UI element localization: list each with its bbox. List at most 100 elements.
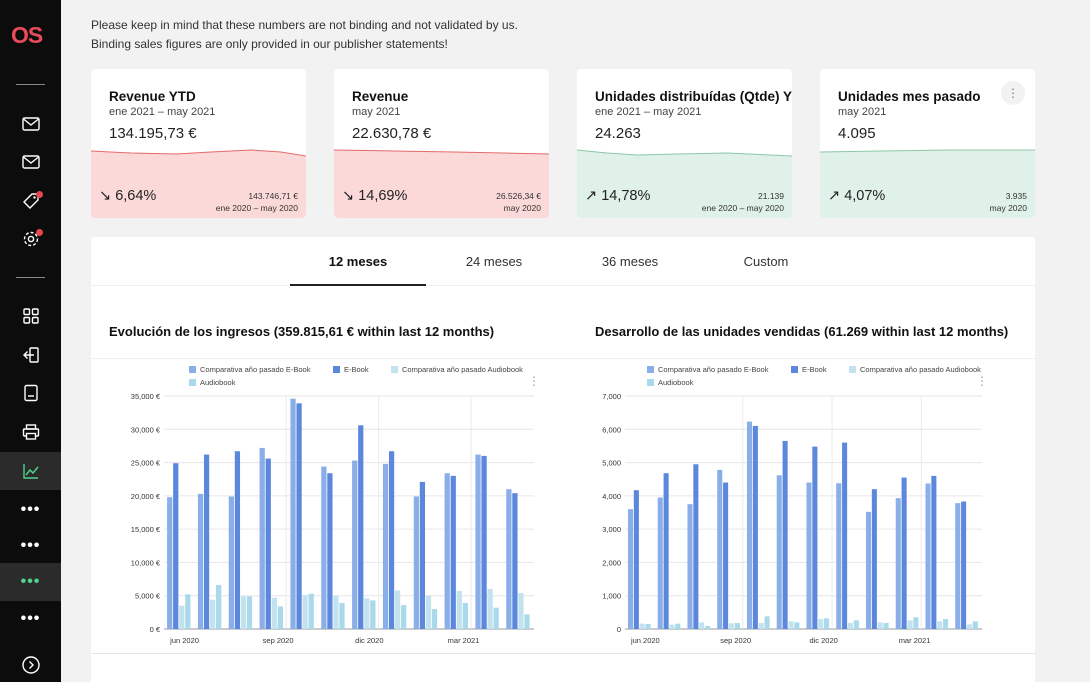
bar[interactable] [937,621,943,629]
bar[interactable] [302,595,308,629]
legend-label[interactable]: Comparativa año pasado Audiobook [860,365,981,374]
bar[interactable] [717,469,723,629]
bar[interactable] [370,600,376,629]
bar[interactable] [943,619,949,629]
bar[interactable] [669,624,675,629]
bar[interactable] [693,464,699,629]
bar[interactable] [961,501,967,629]
bar[interactable] [645,624,651,629]
bar[interactable] [847,623,853,629]
bar[interactable] [824,618,830,629]
bar[interactable] [216,585,222,629]
bar[interactable] [203,454,210,629]
tab-custom[interactable]: Custom [743,254,789,269]
kpi-card-revenue[interactable]: Revenue may 2021 22.630,78 € ↘ 14,69% 26… [334,69,549,218]
bar[interactable] [758,623,764,629]
chart-menu-icon[interactable]: ⋮ [976,374,988,388]
bar[interactable] [657,497,663,629]
bar[interactable] [308,593,314,629]
sidebar-item-import[interactable] [0,336,61,374]
sidebar-item-dashboard[interactable] [0,297,61,335]
bar[interactable] [901,477,907,629]
bar[interactable] [290,398,296,629]
legend-label[interactable]: Audiobook [658,378,694,387]
bar[interactable] [639,623,645,629]
bar[interactable] [752,425,758,629]
bar[interactable] [728,623,734,629]
tab-36-months[interactable]: 36 meses [601,254,659,269]
bar[interactable] [842,442,848,629]
sidebar-expand-button[interactable] [0,646,61,682]
bar[interactable] [456,591,462,629]
bar[interactable] [259,447,265,629]
bar[interactable] [327,473,333,629]
bar[interactable] [776,475,782,629]
bar[interactable] [687,504,693,629]
bar[interactable] [782,440,788,629]
bar[interactable] [699,622,705,629]
bar[interactable] [812,446,818,629]
logo[interactable]: OS [11,22,43,48]
bar[interactable] [663,473,669,629]
bar[interactable] [352,460,358,629]
chart-menu-icon[interactable]: ⋮ [528,374,540,388]
bar[interactable] [913,617,919,629]
bar[interactable] [972,621,978,629]
bar[interactable] [627,509,634,629]
bar[interactable] [197,493,204,629]
bar[interactable] [246,596,253,629]
bar[interactable] [818,619,824,629]
bar[interactable] [296,403,302,629]
bar[interactable] [836,483,842,629]
bar[interactable] [234,451,241,629]
bar[interactable] [173,463,179,629]
bar[interactable] [364,598,370,629]
sidebar-item-settings[interactable] [0,220,61,258]
bar[interactable] [358,425,364,629]
bar[interactable] [228,496,234,629]
bar[interactable] [883,623,889,629]
bar[interactable] [388,451,395,629]
sidebar-item-print[interactable] [0,413,61,451]
bar[interactable] [413,496,419,629]
bar[interactable] [512,493,518,629]
kpi-card-units-last-month[interactable]: Unidades mes pasado may 2021 4.095 ⋮ ↗ 4… [820,69,1035,218]
legend-label[interactable]: Comparativa año pasado Audiobook [402,365,523,374]
bar[interactable] [966,624,972,629]
bar[interactable] [764,616,770,629]
sidebar-item-more-3[interactable]: ••• [0,563,61,601]
sidebar-item-statistics[interactable] [0,452,61,490]
bar[interactable] [475,454,481,629]
bar[interactable] [705,626,711,629]
kpi-card-revenue-ytd[interactable]: Revenue YTD ene 2021 – may 2021 134.195,… [91,69,306,218]
bar[interactable] [382,463,389,629]
bar[interactable] [395,590,401,629]
bar[interactable] [955,503,961,629]
bar[interactable] [240,596,247,629]
bar[interactable] [931,475,937,629]
bar[interactable] [487,589,493,629]
bar[interactable] [524,614,530,629]
bar[interactable] [493,607,499,629]
more-vertical-icon[interactable]: ⋮ [1001,81,1025,105]
bar[interactable] [518,593,524,629]
bar[interactable] [925,483,931,629]
bar[interactable] [633,490,639,629]
bar[interactable] [746,421,753,629]
bar[interactable] [734,623,740,629]
bar[interactable] [333,595,339,629]
bar[interactable] [431,609,438,629]
kpi-card-units-ytd[interactable]: Unidades distribuídas (Qtde) YTD ene 202… [577,69,792,218]
bar[interactable] [401,605,407,629]
bar[interactable] [806,482,812,629]
bar[interactable] [794,622,800,629]
bar[interactable] [895,498,901,629]
legend-label[interactable]: Comparativa año pasado E-Book [200,365,311,374]
bar[interactable] [210,599,216,629]
sidebar-item-more-1[interactable]: ••• [0,491,61,529]
bar[interactable] [481,455,487,629]
sidebar-item-promotions[interactable] [0,182,61,220]
bar[interactable] [675,623,681,629]
bar[interactable] [321,466,327,629]
bar[interactable] [907,620,913,629]
